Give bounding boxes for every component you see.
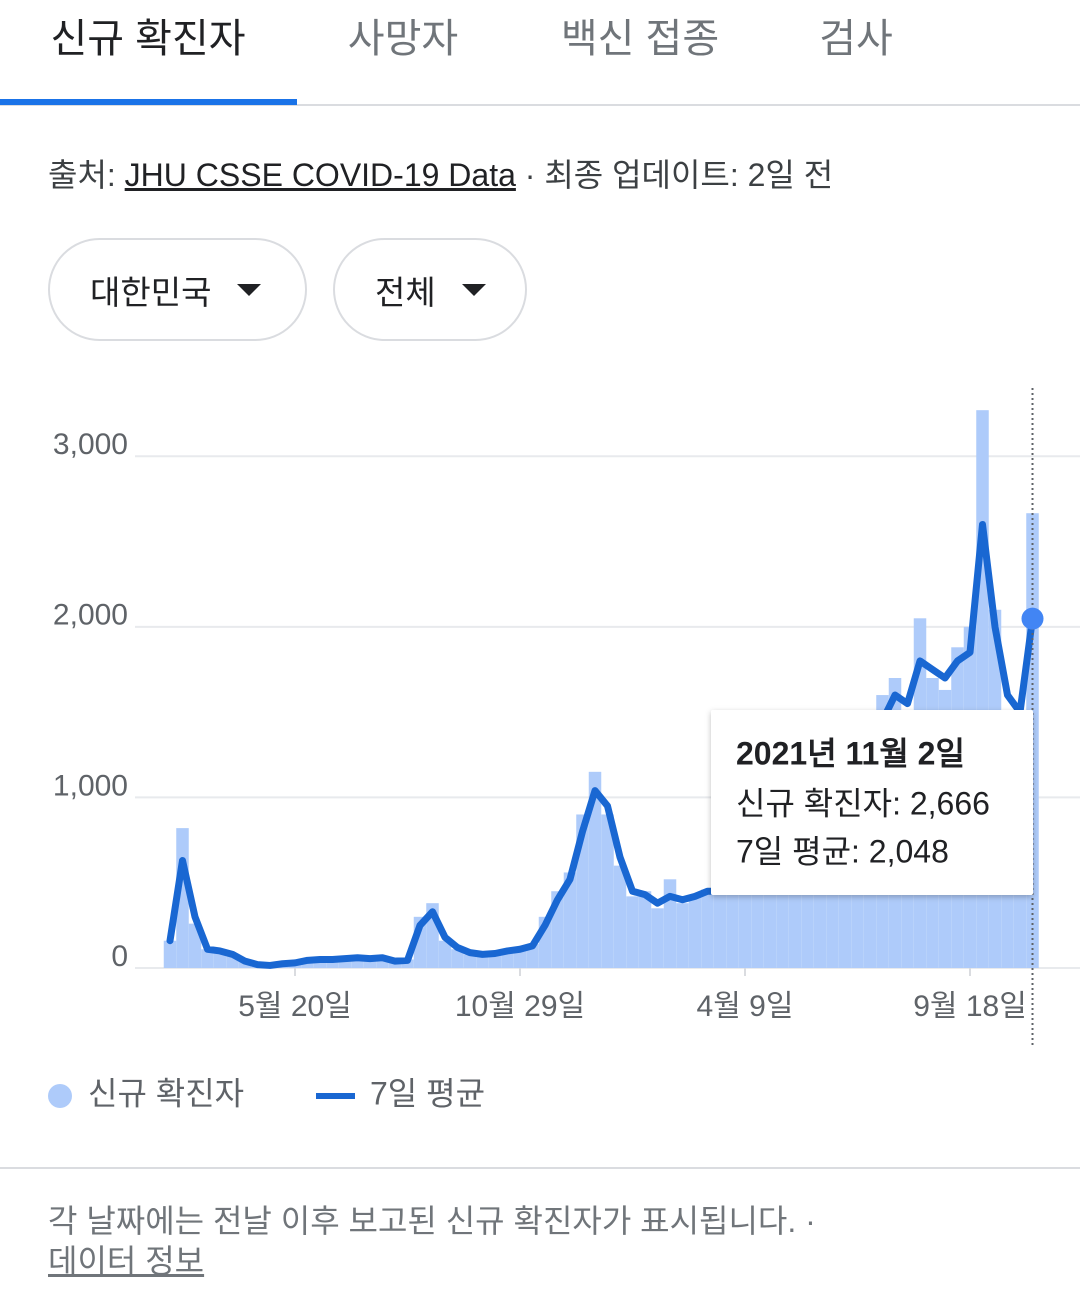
- chart: 0 1,000 2,000 3,000 5월 20일 10월 29일 4월 9일 9월 18일…: [48, 388, 1080, 1111]
- bar: [713, 894, 727, 968]
- bar: [363, 959, 377, 968]
- y-tick-label: 2,000: [53, 599, 128, 632]
- bar: [201, 949, 214, 968]
- dropdown-label: 대한민국: [90, 273, 212, 311]
- source-prefix: 출처:: [48, 157, 116, 193]
- bar: [613, 865, 627, 968]
- legend-label: 7일 평균: [370, 1075, 485, 1111]
- bar: [813, 872, 827, 968]
- average-line: [166, 520, 1036, 969]
- x-tick-label: 10월 29일: [455, 990, 585, 1023]
- tooltip-line: 신규 확진자: 2,666: [736, 785, 990, 821]
- tooltip-title: 2021년 11월 2일: [736, 735, 965, 771]
- bar: [626, 896, 639, 968]
- tab[interactable]: 사망자: [347, 17, 459, 61]
- bar: [788, 870, 802, 968]
- y-tick-label: 1,000: [53, 769, 128, 802]
- bar: [701, 889, 714, 968]
- bar: [801, 875, 814, 968]
- source-link[interactable]: JHU CSSE COVID-19 Data: [124, 157, 516, 193]
- bar: [651, 908, 664, 968]
- bar: [313, 958, 327, 968]
- bar: [163, 940, 177, 968]
- hover-dot: [1021, 607, 1044, 630]
- bar: [463, 954, 477, 968]
- legend-swatch: [48, 1084, 72, 1108]
- tab-divider: [0, 104, 1080, 106]
- bar: [326, 960, 339, 968]
- x-tick-label: 5월 20일: [238, 990, 352, 1023]
- y-tick-label: 0: [111, 940, 128, 973]
- bar: [451, 949, 464, 968]
- source-line: 출처: JHU CSSE COVID-19 Data · 최종 업데이트: 2일…: [48, 150, 833, 196]
- dropdown-arrow: [461, 283, 486, 296]
- bar: [388, 962, 402, 968]
- y-tick-label: 3,000: [53, 428, 128, 461]
- bar: [351, 958, 364, 968]
- tooltip-box: [711, 710, 1033, 895]
- bar: [601, 814, 614, 968]
- bar: [438, 940, 452, 968]
- bar: [226, 956, 239, 968]
- source-suffix: · 최종 업데이트: 2일 전: [524, 157, 834, 193]
- x-tick-label: 9월 18일: [913, 990, 1027, 1023]
- region-dropdown[interactable]: 대한민국: [48, 238, 307, 341]
- bar: [588, 771, 602, 968]
- legend-label: 신규 확진자: [88, 1075, 244, 1111]
- bar: [376, 956, 389, 968]
- active-tab-indicator: [0, 99, 297, 105]
- scope-dropdown[interactable]: 전체: [333, 238, 527, 341]
- tooltip-line: 7일 평균: 2,048: [736, 833, 949, 869]
- bar: [688, 894, 702, 968]
- footer-note: 각 날짜에는 전날 이후 보고된 신규 확진자가 표시됩니다. ·: [48, 1203, 816, 1239]
- footer-divider: [0, 1167, 1080, 1169]
- tab[interactable]: 검사: [819, 17, 893, 61]
- tab[interactable]: 백신 접종: [560, 17, 720, 61]
- dropdown-arrow: [237, 283, 262, 296]
- x-tick-label: 4월 9일: [697, 990, 794, 1023]
- bar: [726, 882, 739, 968]
- bar: [513, 950, 527, 968]
- bar: [676, 903, 689, 968]
- bar: [663, 879, 677, 968]
- tab[interactable]: 신규 확진자: [50, 17, 246, 61]
- bar: [563, 872, 577, 968]
- bar: [338, 957, 352, 968]
- footer-link[interactable]: 데이터 정보: [48, 1243, 205, 1279]
- dropdown-label: 전체: [375, 273, 436, 311]
- bar: [188, 923, 202, 968]
- bar: [638, 891, 652, 968]
- bar: [476, 956, 489, 968]
